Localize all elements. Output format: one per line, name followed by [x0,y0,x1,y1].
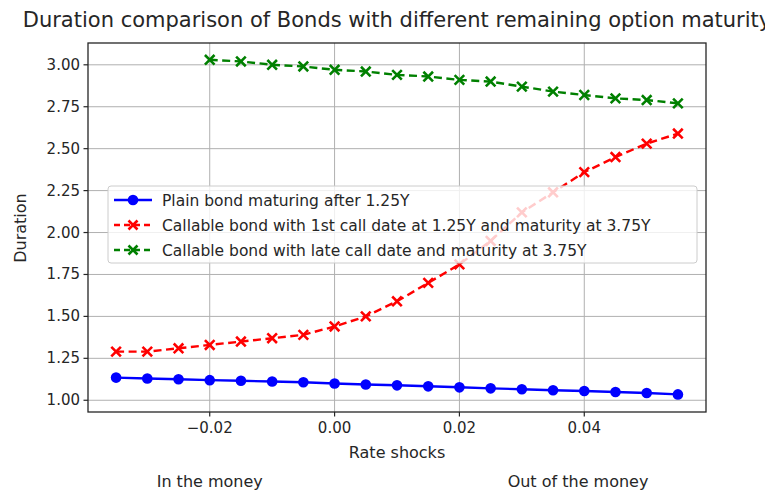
circle-marker [423,381,434,392]
x-axis-label: Rate shocks [349,443,445,462]
circle-marker [641,388,652,399]
x-tick-label: 0.02 [443,419,476,437]
circle-marker [454,382,465,393]
annotation-out-of-the-money: Out of the money [508,472,649,491]
circle-marker [579,386,590,397]
line-chart: −0.02 0.00 0.02 0.04 1.00 1.25 1.50 1.75 2.00 2.2… [0,0,765,502]
circle-marker [548,385,559,396]
annotation-in-the-money: In the money [157,472,263,491]
circle-marker [329,378,340,389]
legend-item-2: Callable bond with late call date and ma… [114,242,587,260]
circle-marker [236,376,247,387]
circle-marker [610,387,621,398]
circle-marker [298,377,309,388]
x-marker [392,297,402,307]
y-tick-label: 1.50 [47,307,80,325]
x-tick-label: −0.02 [187,419,233,437]
circle-marker [173,374,184,385]
legend-label: Callable bond with late call date and ma… [162,242,587,260]
y-tick-label: 3.00 [47,56,80,74]
circle-marker [360,379,371,390]
x-marker [423,278,433,288]
legend-label: Callable bond with 1st call date at 1.25… [162,217,651,235]
circle-marker [392,380,403,391]
x-marker [611,152,621,162]
series-line-0 [111,372,683,399]
series-line-2 [205,55,683,108]
x-tick-label: 0.00 [318,419,351,437]
y-tick-label: 1.75 [47,265,80,283]
circle-marker [485,383,496,394]
y-tick-label: 2.00 [47,224,80,242]
circle-marker [204,375,215,386]
y-tick-label: 2.25 [47,182,80,200]
y-tick-label: 1.00 [47,391,80,409]
x-tick-label: 0.04 [568,419,601,437]
circle-marker [128,195,139,206]
legend-item-1: Callable bond with 1st call date at 1.25… [114,217,651,235]
circle-marker [267,376,278,387]
series-path [210,60,678,104]
legend-label: Plain bond maturing after 1.25Y [162,192,410,210]
y-tick-label: 1.25 [47,349,80,367]
circle-marker [517,384,528,395]
y-tick-label: 2.50 [47,140,80,158]
circle-marker [111,372,122,383]
chart-title: Duration comparison of Bonds with differ… [23,8,765,32]
y-tick-label: 2.75 [47,98,80,116]
figure: −0.02 0.00 0.02 0.04 1.00 1.25 1.50 1.75 2.00 2.2… [0,0,765,502]
circle-marker [673,389,684,400]
y-axis-label: Duration [11,193,30,263]
circle-marker [142,373,153,384]
